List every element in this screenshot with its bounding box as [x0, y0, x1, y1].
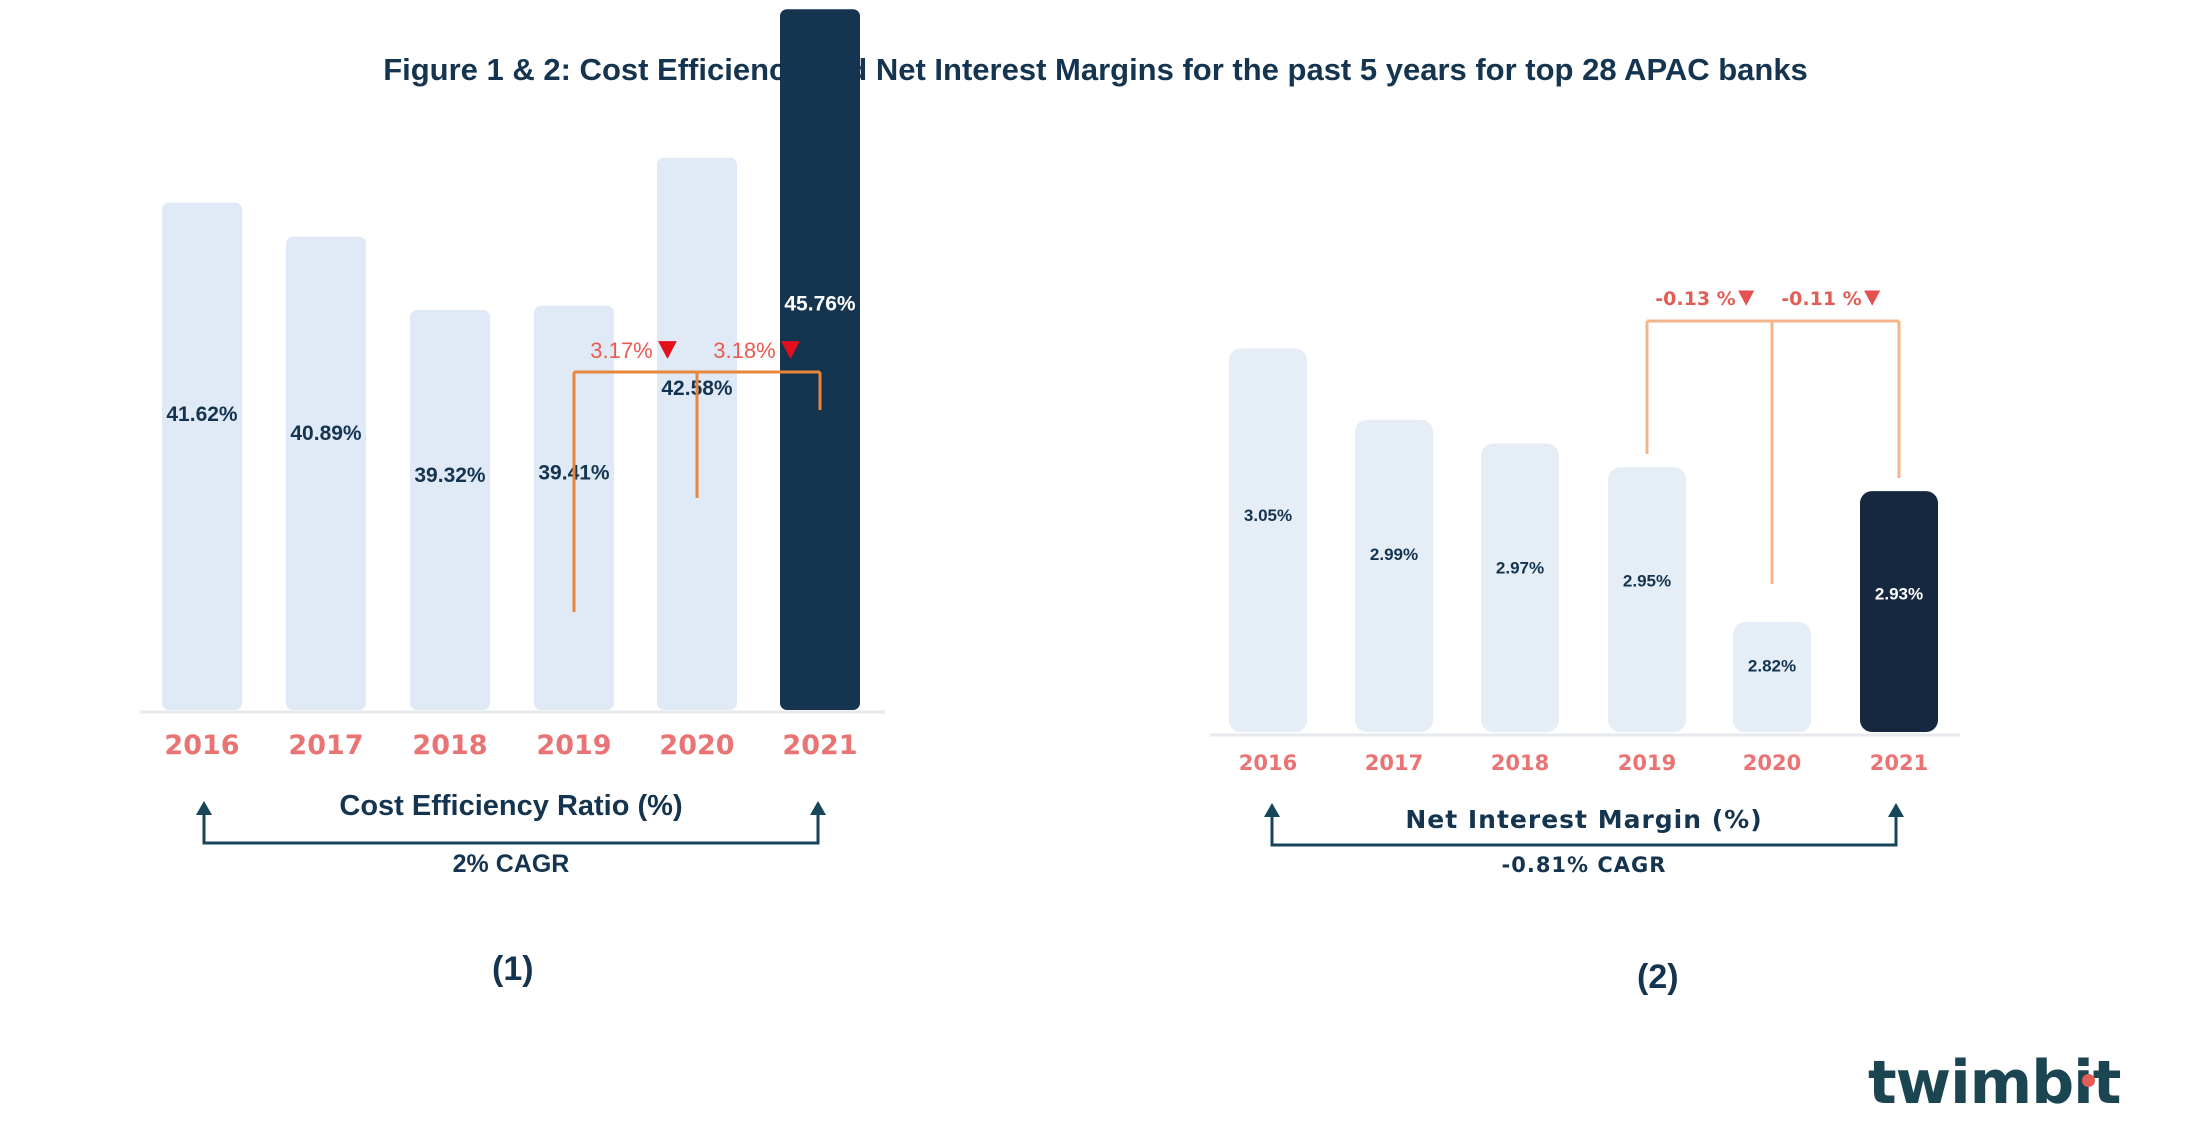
year-label-2021: 2021 — [782, 730, 857, 761]
data-label-2021: 45.76% — [784, 293, 856, 316]
figure-title: Figure 1 & 2: Cost Efficiency and Net In… — [383, 52, 1808, 87]
year-label-2019: 2019 — [1618, 751, 1676, 775]
year-label-2016: 2016 — [1239, 751, 1297, 775]
bar-2016 — [1229, 348, 1307, 732]
cagr-label: 2% CAGR — [453, 850, 570, 878]
down-triangle-icon — [781, 341, 800, 359]
data-label-2018: 2.97% — [1496, 558, 1544, 577]
down-triangle-icon — [1738, 290, 1755, 306]
chart-cost-efficiency: 41.62%201640.89%201739.32%201839.41%2019… — [140, 9, 885, 878]
change-annotation: 3.18% — [713, 338, 775, 363]
data-label-2021: 2.93% — [1875, 585, 1923, 604]
down-triangle-icon — [658, 341, 677, 359]
logo-text: twimbit — [1868, 1048, 2121, 1118]
year-label-2020: 2020 — [1743, 751, 1801, 775]
year-label-2019: 2019 — [536, 730, 611, 761]
cagr-label: -0.81% CAGR — [1502, 853, 1667, 877]
data-label-2016: 41.62% — [166, 403, 238, 426]
bar-2019 — [1608, 467, 1686, 732]
logo-dot — [2082, 1074, 2095, 1087]
down-triangle-icon — [1864, 290, 1881, 306]
year-label-2018: 2018 — [412, 730, 487, 761]
data-label-2019: 2.95% — [1623, 571, 1671, 590]
twimbit-logo: twimbit — [1868, 1048, 2121, 1118]
bar-2021 — [1860, 491, 1938, 732]
change-annotation: -0.13 % — [1655, 288, 1735, 310]
bar-2017 — [286, 236, 366, 710]
data-label-2016: 3.05% — [1244, 506, 1292, 525]
bar-2017 — [1355, 419, 1433, 732]
figure-2-label: (2) — [1637, 958, 1679, 996]
year-label-2020: 2020 — [659, 730, 734, 761]
chart-net-interest-margin: 3.05% 2016 2.99% 2017 2.97% 2018 2.95% 2019 2.82… — [1210, 288, 1960, 877]
data-label-2020: 2.82% — [1748, 657, 1796, 676]
cagr-bracket — [202, 813, 820, 845]
cagr-bracket — [1270, 815, 1898, 847]
arrow-up-icon — [196, 801, 212, 815]
data-label-2018: 39.32% — [414, 464, 486, 487]
year-label-2017: 2017 — [1365, 751, 1423, 775]
year-label-2021: 2021 — [1870, 751, 1928, 775]
bar-2018 — [410, 310, 490, 710]
bar-2018 — [1481, 443, 1559, 732]
axis-title: Net Interest Margin (%) — [1405, 805, 1762, 834]
axis-title: Cost Efficiency Ratio (%) — [339, 790, 682, 822]
bar-2020 — [1733, 622, 1811, 732]
arrow-up-icon — [810, 801, 826, 815]
data-label-2017: 2.99% — [1370, 545, 1418, 564]
data-label-2017: 40.89% — [290, 422, 362, 445]
year-label-2016: 2016 — [164, 730, 239, 761]
year-label-2018: 2018 — [1491, 751, 1549, 775]
arrow-up-icon — [1264, 803, 1280, 817]
bar-2021 — [780, 9, 860, 710]
arrow-up-icon — [1888, 803, 1904, 817]
year-label-2017: 2017 — [288, 730, 363, 761]
change-annotation: 3.17% — [590, 338, 652, 363]
change-annotation: -0.11 % — [1781, 288, 1861, 310]
bar-2016 — [162, 202, 242, 710]
figure-1-label: (1) — [492, 950, 534, 988]
